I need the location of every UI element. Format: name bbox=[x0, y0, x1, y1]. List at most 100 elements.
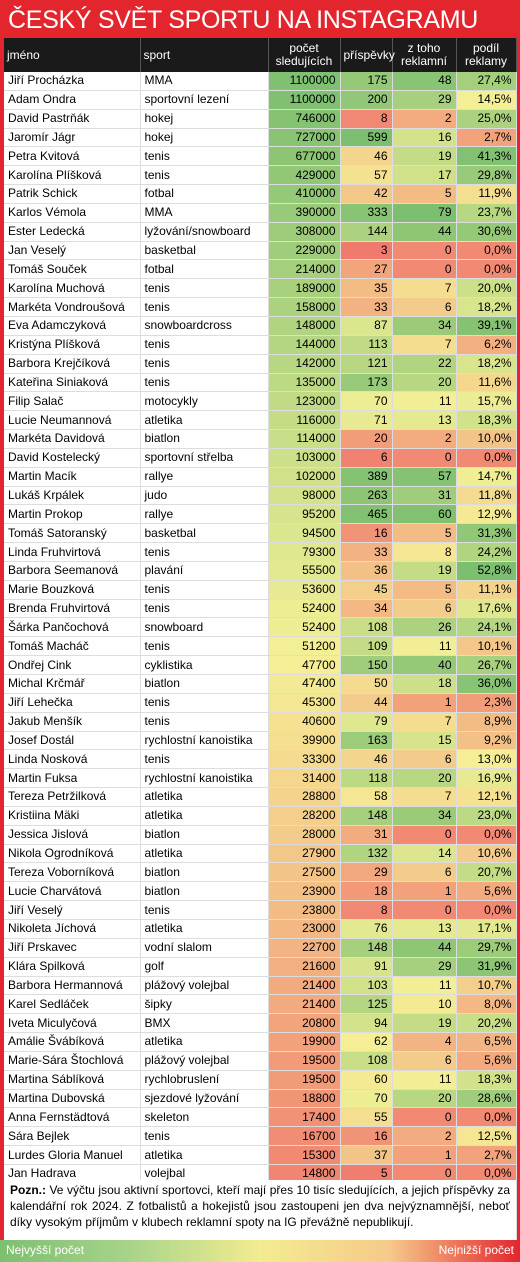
number-cell: 2 bbox=[392, 109, 457, 129]
number-cell: 20 bbox=[340, 429, 393, 449]
number-cell: 6 bbox=[392, 297, 457, 317]
number-cell: 123000 bbox=[268, 391, 341, 412]
number-cell: 44 bbox=[392, 222, 457, 242]
text-cell: šipky bbox=[140, 994, 269, 1015]
number-cell: 60 bbox=[392, 504, 457, 525]
number-cell: 31,3% bbox=[456, 523, 517, 544]
number-cell: 29 bbox=[392, 957, 457, 977]
number-cell: 135000 bbox=[268, 373, 341, 393]
number-cell: 150 bbox=[340, 655, 393, 675]
number-cell: 33300 bbox=[268, 749, 341, 770]
column-header: příspěvky bbox=[340, 38, 395, 72]
number-cell: 79300 bbox=[268, 542, 341, 562]
table-row: Petra Kvitová tenis 677000 46 19 41,3% bbox=[4, 146, 517, 167]
text-cell: MMA bbox=[140, 203, 269, 223]
number-cell: 6 bbox=[340, 448, 393, 468]
table-row: Patrik Schick fotbal 410000 42 5 11,9% bbox=[4, 184, 517, 204]
number-cell: 125 bbox=[340, 994, 393, 1015]
number-cell: 27,4% bbox=[456, 72, 517, 91]
table-row: Jessica Jislová biatlon 28000 31 0 0,0% bbox=[4, 825, 517, 845]
text-cell: atletika bbox=[140, 1032, 269, 1052]
table-row: Karlos Vémola MMA 390000 333 79 23,7% bbox=[4, 203, 517, 223]
number-cell: 1100000 bbox=[268, 72, 341, 91]
number-cell: 229000 bbox=[268, 241, 341, 261]
text-cell: Karolína Muchová bbox=[4, 278, 141, 299]
number-cell: 48 bbox=[392, 72, 457, 91]
number-cell: 9,2% bbox=[456, 731, 517, 751]
number-cell: 103 bbox=[340, 976, 393, 996]
text-cell: cyklistika bbox=[140, 655, 269, 675]
number-cell: 35 bbox=[340, 278, 393, 299]
number-cell: 19 bbox=[392, 1013, 457, 1034]
table-row: Amálie Švábíková atletika 19900 62 4 6,5% bbox=[4, 1032, 517, 1052]
text-cell: Brenda Fruhvirtová bbox=[4, 599, 141, 619]
number-cell: 6 bbox=[392, 599, 457, 619]
number-cell: 429000 bbox=[268, 165, 341, 186]
text-cell: Kateřina Siniaková bbox=[4, 373, 141, 393]
text-cell: Lucie Neumannová bbox=[4, 410, 141, 431]
text-cell: hokej bbox=[140, 128, 269, 148]
text-cell: tenis bbox=[140, 712, 269, 732]
number-cell: 13,0% bbox=[456, 749, 517, 770]
table-row: Marie Bouzková tenis 53600 45 5 11,1% bbox=[4, 580, 517, 600]
text-cell: tenis bbox=[140, 749, 269, 770]
text-cell: sjezdové lyžování bbox=[140, 1089, 269, 1109]
number-cell: 24,1% bbox=[456, 617, 517, 638]
number-cell: 70 bbox=[340, 391, 393, 412]
text-cell: Marie Bouzková bbox=[4, 580, 141, 600]
number-cell: 31,9% bbox=[456, 957, 517, 977]
number-cell: 53600 bbox=[268, 580, 341, 600]
title: ČESKÝ SVĚT SPORTU NA INSTAGRAMU bbox=[8, 6, 478, 34]
text-cell: Jiří Prskavec bbox=[4, 938, 141, 958]
text-cell: Martina Sáblíková bbox=[4, 1070, 141, 1090]
number-cell: 200 bbox=[340, 90, 393, 110]
number-cell: 46 bbox=[340, 749, 393, 770]
number-cell: 18,3% bbox=[456, 410, 517, 431]
text-cell: Karolína Plíšková bbox=[4, 165, 141, 186]
number-cell: 0 bbox=[392, 259, 457, 280]
number-cell: 727000 bbox=[268, 128, 341, 148]
text-cell: Lukáš Krpálek bbox=[4, 486, 141, 506]
number-cell: 36 bbox=[340, 561, 393, 581]
number-cell: 4 bbox=[392, 1032, 457, 1052]
number-cell: 23800 bbox=[268, 900, 341, 920]
text-cell: fotbal bbox=[140, 184, 269, 204]
table-row: Linda Fruhvirtová tenis 79300 33 8 24,2% bbox=[4, 542, 517, 562]
number-cell: 58 bbox=[340, 787, 393, 807]
number-cell: 18 bbox=[392, 674, 457, 694]
text-cell: BMX bbox=[140, 1013, 269, 1034]
table-row: Nikoleta Jíchová atletika 23000 76 13 17,1% bbox=[4, 919, 517, 939]
number-cell: 16 bbox=[392, 128, 457, 148]
number-cell: 19900 bbox=[268, 1032, 341, 1052]
text-cell: plavání bbox=[140, 561, 269, 581]
number-cell: 79 bbox=[392, 203, 457, 223]
number-cell: 40600 bbox=[268, 712, 341, 732]
legend-low: Nejnižší počet bbox=[438, 1243, 514, 1257]
table-row: Šárka Pančochová snowboard 52400 108 26 24,1% bbox=[4, 617, 517, 638]
text-cell: Nikoleta Jíchová bbox=[4, 919, 141, 939]
number-cell: 12,1% bbox=[456, 787, 517, 807]
number-cell: 41,3% bbox=[456, 146, 517, 167]
number-cell: 102000 bbox=[268, 467, 341, 487]
number-cell: 144 bbox=[340, 222, 393, 242]
number-cell: 91 bbox=[340, 957, 393, 977]
number-cell: 8 bbox=[392, 542, 457, 562]
number-cell: 28200 bbox=[268, 806, 341, 826]
number-cell: 29 bbox=[392, 90, 457, 110]
table-row: Karel Sedláček šipky 21400 125 10 8,0% bbox=[4, 994, 517, 1015]
number-cell: 0,0% bbox=[456, 1107, 517, 1128]
table-row: Filip Salač motocykly 123000 70 11 15,7% bbox=[4, 391, 517, 412]
number-cell: 23000 bbox=[268, 919, 341, 939]
number-cell: 11 bbox=[392, 976, 457, 996]
text-cell: atletika bbox=[140, 1145, 269, 1165]
text-cell: Eva Adamczyková bbox=[4, 316, 141, 336]
number-cell: 26,7% bbox=[456, 655, 517, 675]
number-cell: 2,3% bbox=[456, 693, 517, 713]
number-cell: 27900 bbox=[268, 844, 341, 864]
number-cell: 87 bbox=[340, 316, 393, 336]
number-cell: 10 bbox=[392, 994, 457, 1015]
number-cell: 21400 bbox=[268, 994, 341, 1015]
number-cell: 31 bbox=[392, 486, 457, 506]
number-cell: 114000 bbox=[268, 429, 341, 449]
number-cell: 11,6% bbox=[456, 373, 517, 393]
